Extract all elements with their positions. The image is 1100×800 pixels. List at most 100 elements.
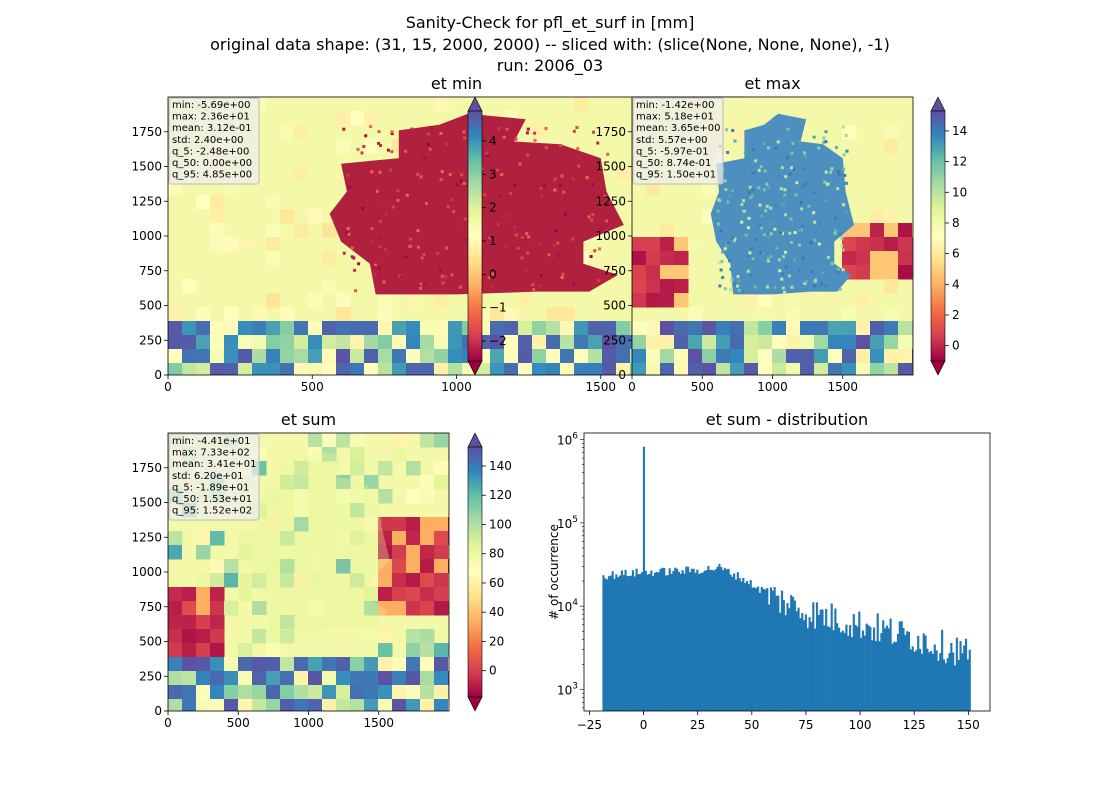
histogram-bar <box>753 587 756 711</box>
histogram-bar <box>863 635 866 711</box>
stats-box <box>632 97 724 185</box>
histogram-bar <box>957 659 960 711</box>
histogram-bar <box>709 569 712 711</box>
colorbar-tick-label: 0 <box>952 339 960 353</box>
histogram-bar <box>950 642 953 711</box>
figure-suptitle-line-2: original data shape: (31, 15, 2000, 2000… <box>210 35 890 54</box>
histogram-bar <box>790 595 793 711</box>
histogram-bar <box>729 574 732 711</box>
y-tick-label: 500 <box>603 299 626 313</box>
y-tick-label: 1750 <box>595 125 626 139</box>
histogram-bar <box>751 587 754 711</box>
stats-line: std: 5.57e+00 <box>636 135 708 146</box>
histogram-bar <box>825 608 828 711</box>
histogram-bar <box>935 650 938 711</box>
figure-suptitle-line-1: Sanity-Check for pfl_et_surf in [mm] <box>405 13 695 32</box>
y-axis-label: # of occurrence <box>547 524 561 620</box>
histogram-bar <box>893 641 896 711</box>
histogram-bar <box>828 627 831 711</box>
y-tick-label: 1000 <box>595 229 626 243</box>
histogram-bar <box>670 573 673 711</box>
histogram-bar <box>955 637 958 711</box>
histogram-bar <box>607 576 611 711</box>
histogram-bar <box>694 572 697 711</box>
histogram-bar <box>642 446 646 711</box>
y-tick-label: 750 <box>603 264 626 278</box>
histogram-bar <box>814 628 817 711</box>
histogram-bar <box>760 586 763 711</box>
histogram-bar <box>705 570 708 711</box>
histogram-bar <box>823 625 826 711</box>
histogram-bar <box>948 653 951 711</box>
y-tick-label: 1500 <box>131 160 162 174</box>
histogram-bar <box>891 643 894 711</box>
histogram-bar <box>716 566 719 711</box>
y-tick-label: 0 <box>618 368 626 382</box>
histogram-bar <box>826 626 830 711</box>
histogram-bar <box>843 632 846 711</box>
histogram-bar <box>635 568 638 711</box>
histogram-bar <box>817 615 820 711</box>
stats-line: std: 2.40e+00 <box>172 135 244 146</box>
stats-line: max: 2.36e+01 <box>172 112 250 123</box>
histogram-bar <box>762 588 765 711</box>
y-tick-label: 106 <box>557 432 578 448</box>
histogram-bar <box>946 658 949 711</box>
y-tick-label: 1250 <box>131 530 162 544</box>
histogram-bar <box>777 595 780 711</box>
colorbar-tick-label: 140 <box>489 459 512 473</box>
plot-title: et sum <box>281 410 336 429</box>
histogram-bar <box>799 618 802 711</box>
histogram-bar <box>909 649 912 711</box>
x-tick-label: 500 <box>301 380 324 394</box>
histogram-bar <box>734 579 738 711</box>
histogram-bar <box>683 573 686 711</box>
histogram-bar <box>723 568 727 711</box>
y-tick-label: 1000 <box>131 565 162 579</box>
stats-line: max: 7.33e+02 <box>172 448 250 459</box>
x-tick-label: 125 <box>903 718 926 732</box>
histogram-bar <box>836 623 839 711</box>
histogram-bar <box>915 650 918 711</box>
histogram-bar <box>907 631 911 711</box>
y-tick-label: 750 <box>139 264 162 278</box>
histogram-bar <box>882 620 885 711</box>
stats-line: min: -5.69e+00 <box>172 100 251 111</box>
histogram-bar <box>766 588 769 711</box>
histogram-bar <box>926 648 929 711</box>
histogram-bar <box>615 574 618 711</box>
histogram-bar <box>773 587 776 711</box>
histogram-bar <box>641 572 644 711</box>
histogram-bar <box>707 565 710 711</box>
histogram-bar <box>630 575 633 711</box>
histogram-bar <box>887 628 890 711</box>
colorbar-tick-label: 4 <box>489 134 497 148</box>
x-tick-label: 150 <box>957 718 980 732</box>
histogram-bar <box>815 602 819 711</box>
histogram-bar <box>749 580 752 711</box>
x-tick-label: 100 <box>849 718 872 732</box>
histogram-bar <box>690 568 693 711</box>
histogram-bar <box>922 633 925 711</box>
colorbar-extend-min <box>467 696 483 712</box>
y-tick-label: 250 <box>139 333 162 347</box>
histogram-bar <box>624 569 627 711</box>
colorbar-tick-label: 12 <box>952 155 967 169</box>
colorbar-tick-label: 10 <box>952 185 967 199</box>
y-tick-label: 500 <box>139 635 162 649</box>
histogram-bar <box>685 566 688 711</box>
histogram-bar <box>609 575 612 711</box>
colorbar-tick-label: −2 <box>489 334 507 348</box>
y-tick-label: 1500 <box>131 496 162 510</box>
histogram-bar <box>613 578 616 711</box>
colorbar-extend-max <box>930 96 946 112</box>
histogram-bar <box>878 641 881 711</box>
histogram-bar <box>722 570 725 711</box>
stats-line: mean: 3.12e-01 <box>172 123 252 134</box>
histogram-bar <box>876 613 879 711</box>
histogram-bar <box>631 570 634 711</box>
stats-line: q_50: 1.53e+01 <box>172 494 252 505</box>
x-tick-label: 1000 <box>757 380 788 394</box>
stats-line: std: 6.20e+01 <box>172 471 244 482</box>
histogram-bar <box>918 648 922 711</box>
